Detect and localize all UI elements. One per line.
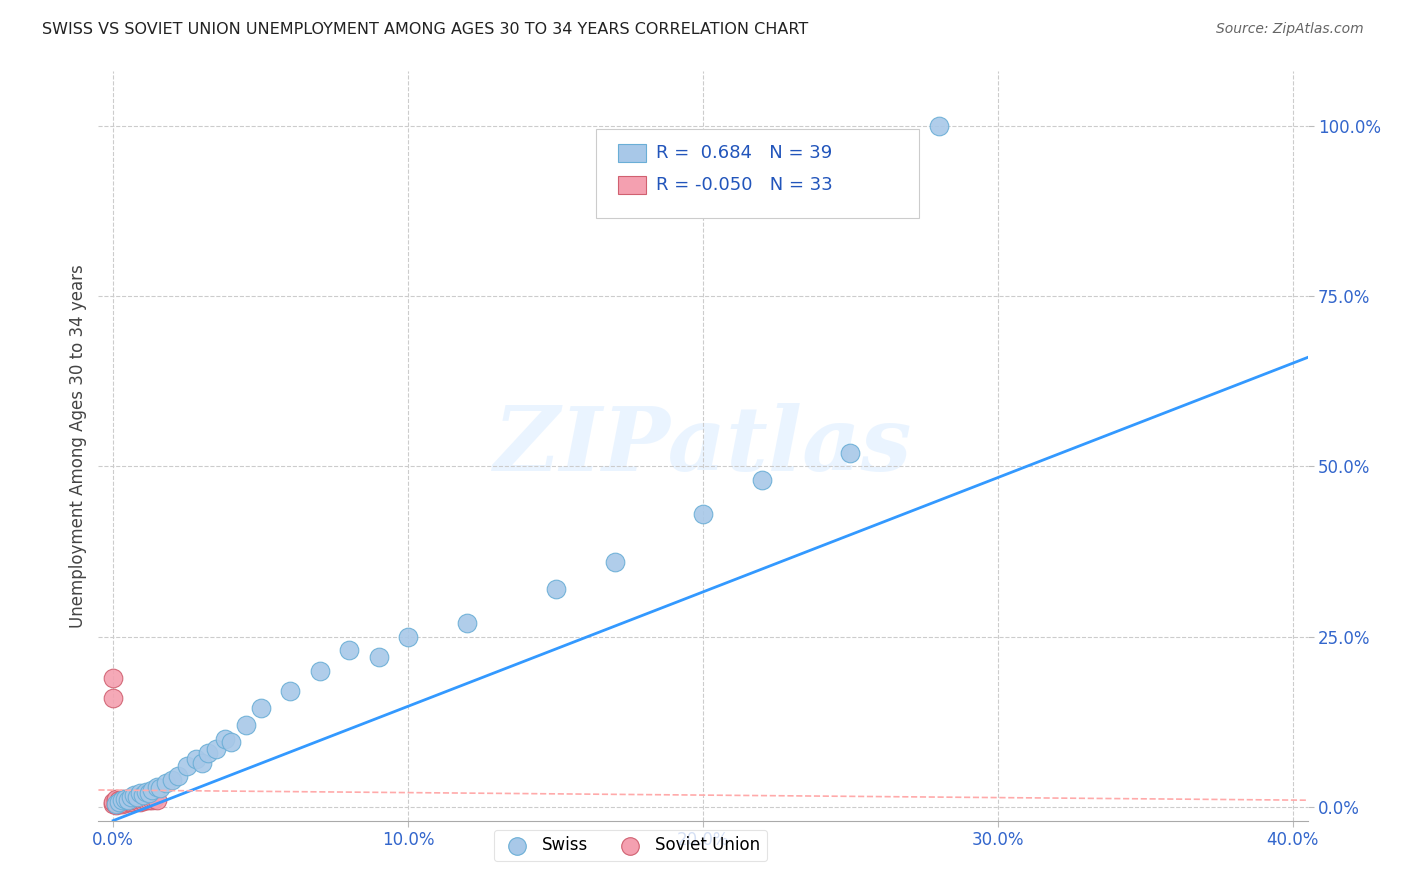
Point — [120, 789, 142, 804]
Text: SWISS VS SOVIET UNION UNEMPLOYMENT AMONG AGES 30 TO 34 YEARS CORRELATION CHART: SWISS VS SOVIET UNION UNEMPLOYMENT AMONG… — [42, 22, 808, 37]
Point — [197, 746, 219, 760]
Point — [184, 752, 207, 766]
Point — [111, 794, 134, 808]
Point — [928, 119, 950, 133]
Point — [214, 731, 236, 746]
Point — [117, 793, 139, 807]
Point — [146, 780, 169, 794]
Point — [367, 650, 389, 665]
Text: Source: ZipAtlas.com: Source: ZipAtlas.com — [1216, 22, 1364, 37]
Legend: Swiss, Soviet Union: Swiss, Soviet Union — [494, 830, 766, 861]
Point — [249, 701, 271, 715]
Text: ZIPatlas: ZIPatlas — [495, 403, 911, 489]
Point — [101, 671, 124, 685]
Point — [128, 795, 150, 809]
Point — [337, 643, 360, 657]
Point — [190, 756, 212, 770]
Point — [146, 792, 169, 806]
Point — [692, 507, 714, 521]
Point — [125, 792, 148, 806]
Point — [111, 793, 134, 807]
Point — [114, 796, 136, 810]
Point — [135, 785, 157, 799]
Point — [105, 793, 128, 807]
Point — [308, 664, 330, 678]
Y-axis label: Unemployment Among Ages 30 to 34 years: Unemployment Among Ages 30 to 34 years — [69, 264, 87, 628]
Point — [120, 795, 142, 809]
Point — [138, 792, 160, 806]
Point — [396, 630, 419, 644]
Point — [108, 793, 131, 807]
Point — [122, 788, 145, 802]
Point — [141, 783, 163, 797]
Point — [138, 786, 160, 800]
Point — [751, 473, 773, 487]
Point — [105, 792, 128, 806]
Point — [111, 797, 134, 811]
Point — [205, 742, 228, 756]
Point — [167, 769, 190, 783]
Point — [105, 796, 128, 810]
Point — [120, 792, 142, 806]
Point — [111, 792, 134, 806]
Point — [114, 793, 136, 807]
Point — [101, 797, 124, 811]
Point — [235, 718, 257, 732]
Point — [125, 789, 148, 804]
Point — [128, 786, 150, 800]
Point — [160, 772, 183, 787]
Point — [117, 795, 139, 809]
Point — [101, 795, 124, 809]
Point — [117, 792, 139, 806]
Point — [122, 793, 145, 807]
Point — [141, 793, 163, 807]
Point — [105, 797, 128, 811]
Point — [143, 792, 166, 806]
Point — [108, 797, 131, 812]
Point — [105, 797, 128, 812]
Point — [278, 684, 301, 698]
Point — [456, 616, 478, 631]
Point — [839, 446, 862, 460]
Point — [219, 735, 242, 749]
Point — [131, 792, 153, 806]
Point — [125, 794, 148, 808]
Point — [131, 794, 153, 808]
Point — [101, 691, 124, 706]
Point — [122, 795, 145, 809]
Point — [135, 793, 157, 807]
Point — [544, 582, 567, 596]
Text: R = -0.050   N = 33: R = -0.050 N = 33 — [657, 176, 832, 194]
Text: R =  0.684   N = 39: R = 0.684 N = 39 — [657, 144, 832, 162]
Point — [114, 792, 136, 806]
Point — [149, 780, 172, 795]
Point — [155, 776, 177, 790]
Point — [176, 759, 198, 773]
Point — [603, 555, 626, 569]
Point — [108, 795, 131, 809]
Point — [131, 788, 153, 802]
Point — [108, 795, 131, 809]
Point — [128, 792, 150, 806]
